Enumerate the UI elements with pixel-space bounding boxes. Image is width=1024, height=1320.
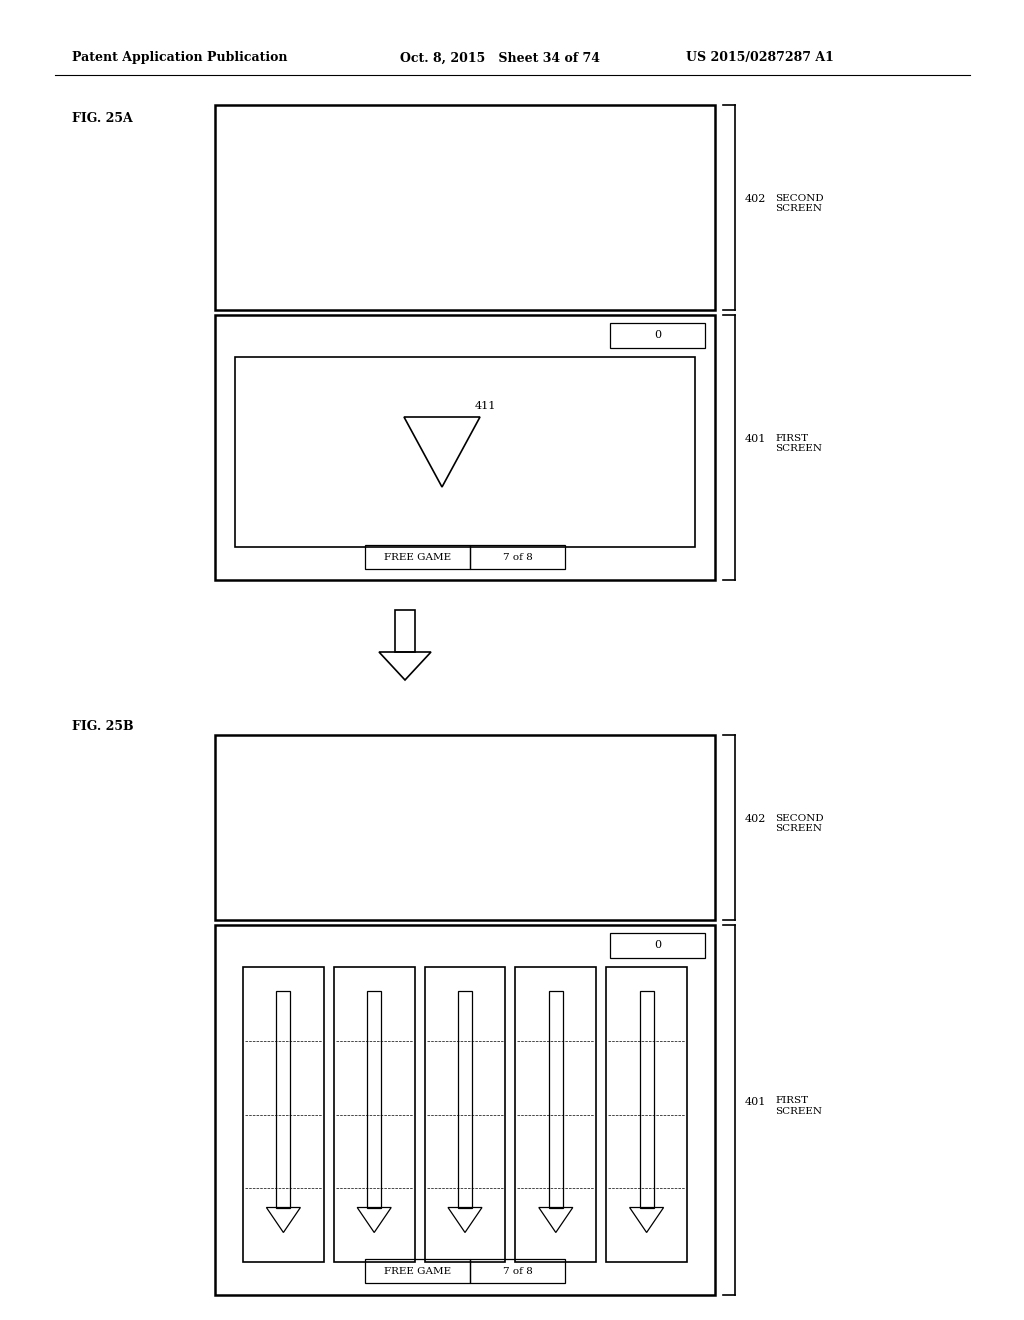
Bar (610, 323, 705, 348)
Bar (640, 990, 653, 1208)
Bar (234, 356, 695, 546)
Text: 411: 411 (475, 401, 497, 411)
Bar (549, 990, 563, 1208)
Bar (470, 545, 565, 569)
Bar (334, 968, 415, 1262)
Text: FIG. 25A: FIG. 25A (72, 112, 133, 125)
Bar (215, 735, 715, 920)
Text: FIRST
SCREEN: FIRST SCREEN (775, 1097, 822, 1115)
Text: FIG. 25B: FIG. 25B (72, 719, 133, 733)
Text: Patent Application Publication: Patent Application Publication (72, 51, 288, 65)
Bar (610, 933, 705, 958)
Bar (215, 925, 715, 1295)
Text: 402: 402 (745, 194, 766, 205)
Bar (395, 610, 415, 652)
Text: 401: 401 (745, 434, 766, 445)
Bar (276, 990, 291, 1208)
Bar (470, 1259, 565, 1283)
Text: 7 of 8: 7 of 8 (503, 1266, 532, 1275)
Text: SECOND
SCREEN: SECOND SCREEN (775, 814, 823, 833)
Bar (368, 990, 381, 1208)
Bar (243, 968, 324, 1262)
Bar (606, 968, 687, 1262)
Text: 0: 0 (654, 330, 662, 341)
Text: 7 of 8: 7 of 8 (503, 553, 532, 561)
Bar (215, 315, 715, 579)
Bar (365, 1259, 470, 1283)
Text: 0: 0 (654, 940, 662, 950)
Text: SECOND
SCREEN: SECOND SCREEN (775, 194, 823, 214)
Text: 401: 401 (745, 1097, 766, 1107)
Bar (215, 106, 715, 310)
Text: US 2015/0287287 A1: US 2015/0287287 A1 (686, 51, 834, 65)
Bar (515, 968, 596, 1262)
Text: FREE GAME: FREE GAME (384, 1266, 451, 1275)
Text: FREE GAME: FREE GAME (384, 553, 451, 561)
Bar (458, 990, 472, 1208)
Text: Oct. 8, 2015   Sheet 34 of 74: Oct. 8, 2015 Sheet 34 of 74 (400, 51, 600, 65)
Bar (425, 968, 506, 1262)
Text: FIRST
SCREEN: FIRST SCREEN (775, 434, 822, 453)
Text: 402: 402 (745, 814, 766, 825)
Bar (365, 545, 470, 569)
